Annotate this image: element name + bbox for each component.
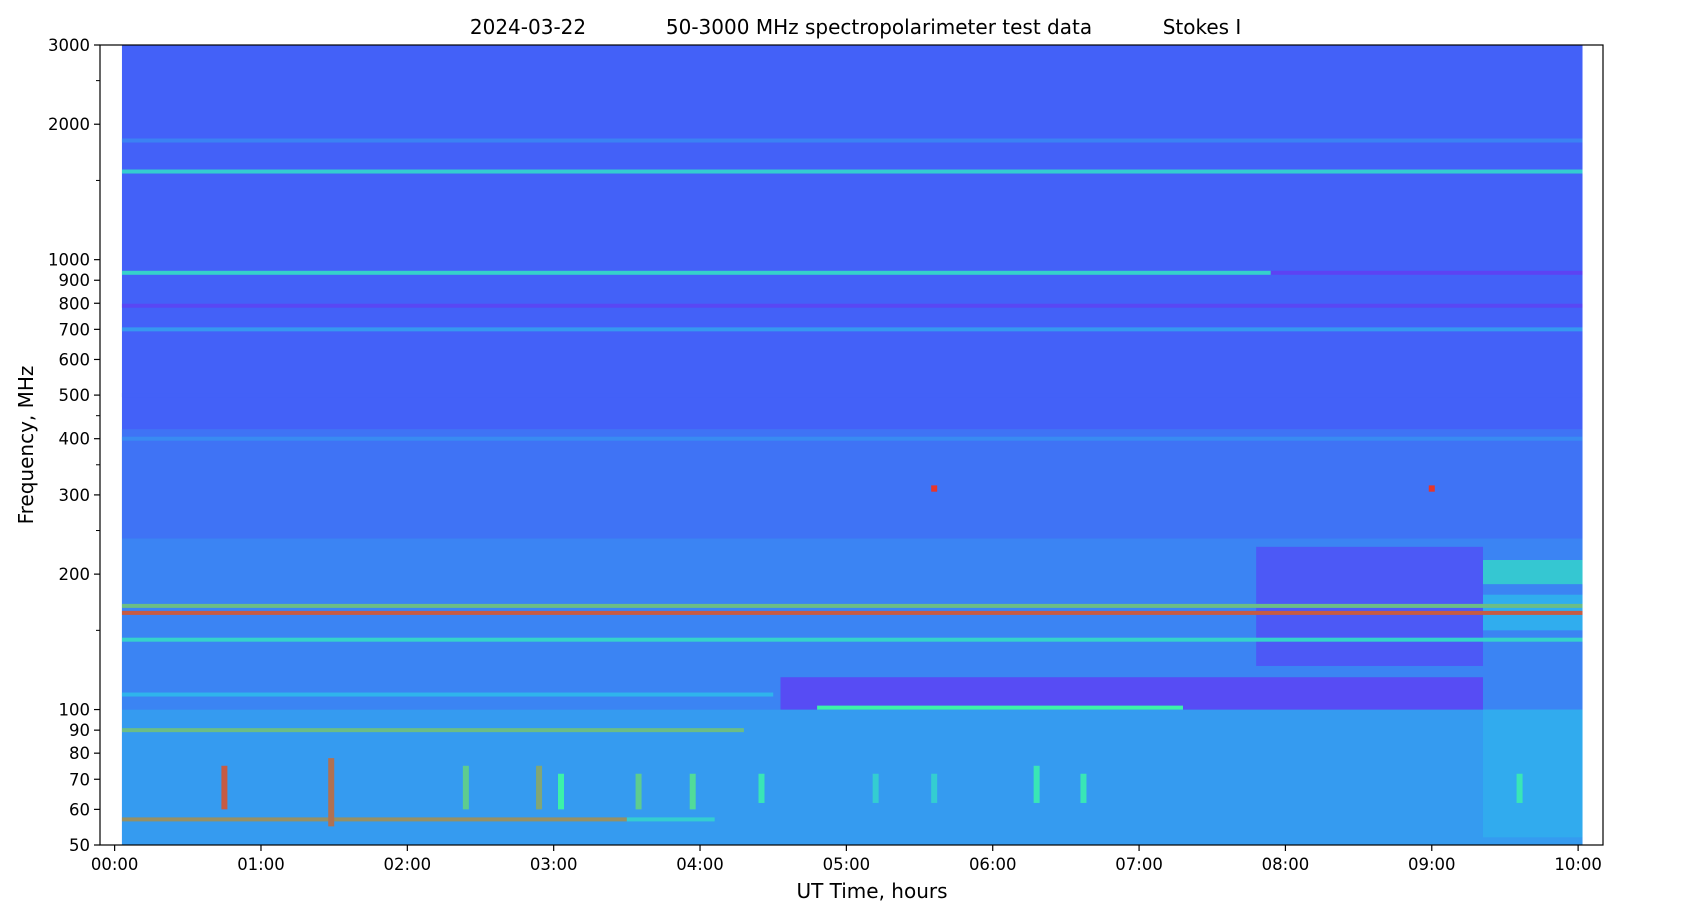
y-tick-label: 1000 [48, 251, 90, 270]
burst-mark [1080, 773, 1087, 803]
burst-mark [536, 765, 543, 810]
burst-mark [931, 773, 938, 803]
y-tick-label: 50 [69, 836, 90, 855]
chart-title-parameter: Stokes I [1163, 15, 1242, 39]
burst-mark [872, 773, 879, 803]
y-tick-label: 80 [69, 744, 90, 763]
x-tick-label: 03:00 [530, 855, 578, 874]
spectral-line [121, 327, 1583, 332]
burst-mark [635, 773, 642, 810]
y-axis-label: Frequency, MHz [14, 366, 38, 525]
x-tick-label: 04:00 [676, 855, 724, 874]
burst-mark [328, 758, 335, 827]
burst-mark [1033, 765, 1040, 803]
chart-title-date: 2024-03-22 [470, 15, 586, 39]
x-tick-label: 08:00 [1262, 855, 1310, 874]
spectral-line [121, 138, 1583, 143]
spectral-line [817, 705, 1183, 710]
x-tick-label: 00:00 [91, 855, 139, 874]
burst-mark [1428, 485, 1435, 492]
burst-mark [462, 765, 469, 810]
burst-mark [931, 485, 938, 492]
y-tick-label: 500 [59, 386, 91, 405]
y-tick-label: 70 [69, 770, 90, 789]
spectral-line [121, 436, 1583, 441]
spectral-line [121, 303, 1583, 308]
burst-mark [557, 773, 564, 810]
y-tick-label: 2000 [48, 115, 90, 134]
burst-mark [1516, 773, 1523, 803]
spectral-line [121, 169, 1583, 174]
heatmap-layer [121, 45, 1583, 845]
x-tick-label: 05:00 [823, 855, 871, 874]
spectral-line [121, 610, 1583, 615]
y-tick-label: 60 [69, 800, 90, 819]
x-tick-label: 07:00 [1115, 855, 1163, 874]
y-tick-label: 200 [59, 565, 91, 584]
heatmap-band [121, 429, 1583, 539]
heatmap-band [780, 677, 1483, 710]
burst-mark [221, 765, 228, 810]
spectral-line [121, 603, 1583, 608]
spectral-line [121, 817, 627, 822]
y-tick-label: 600 [59, 350, 91, 369]
y-tick-label: 300 [59, 486, 91, 505]
x-axis-label: UT Time, hours [796, 879, 947, 903]
spectral-line [121, 393, 1583, 398]
plot-frame [99, 44, 1604, 846]
heatmap-band [1482, 709, 1583, 838]
y-tick-label: 3000 [48, 36, 90, 55]
heatmap-band [1482, 559, 1583, 585]
spectral-line [1270, 270, 1583, 275]
spectral-line [121, 270, 1271, 275]
x-tick-label: 01:00 [237, 855, 285, 874]
spectral-line [121, 637, 1583, 642]
x-axis: 00:00 01:00 02:00 03:00 04:00 05:00 06:00 07:00… [91, 845, 1602, 874]
burst-mark [689, 773, 696, 810]
spectral-line [121, 692, 774, 697]
spectral-line [121, 728, 744, 733]
burst-mark [758, 773, 765, 803]
y-tick-label: 100 [59, 701, 91, 720]
x-tick-label: 06:00 [969, 855, 1017, 874]
spectral-line [626, 817, 715, 822]
y-tick-label: 700 [59, 320, 91, 339]
y-tick-label: 400 [59, 430, 91, 449]
x-tick-label: 10:00 [1554, 855, 1602, 874]
x-tick-label: 09:00 [1408, 855, 1456, 874]
x-tick-label: 02:00 [384, 855, 432, 874]
y-tick-label: 800 [59, 294, 91, 313]
chart-title-description: 50-3000 MHz spectropolarimeter test data [666, 15, 1092, 39]
y-tick-label: 900 [59, 271, 91, 290]
y-tick-label: 90 [69, 721, 90, 740]
